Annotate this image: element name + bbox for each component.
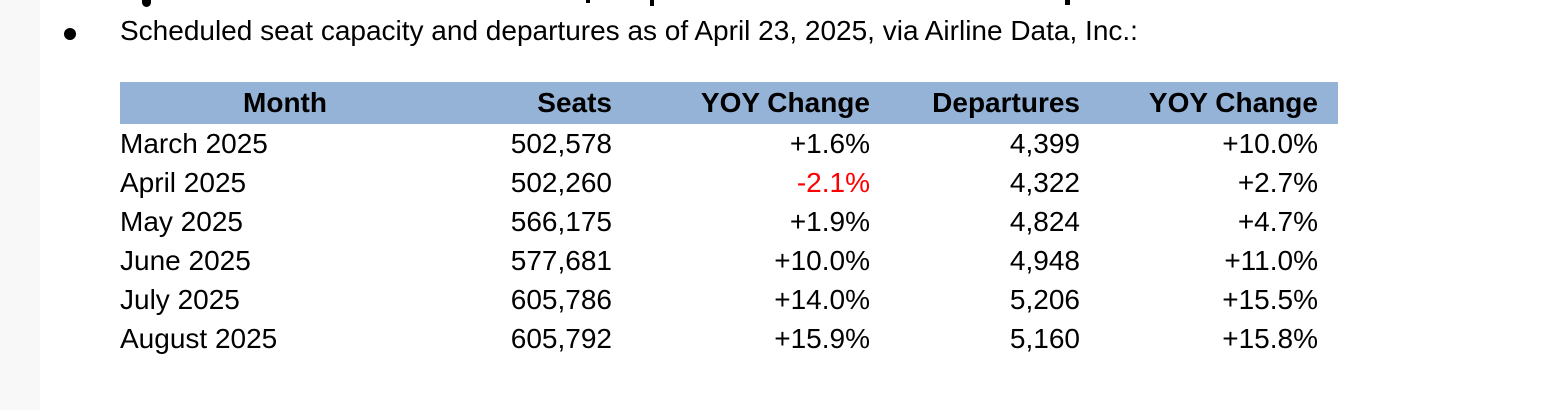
table-row: July 2025 605,786 +14.0% 5,206 +15.5%: [120, 280, 1338, 319]
cell-month: August 2025: [120, 322, 278, 354]
cell-month: April 2025: [120, 166, 247, 198]
cell-seats: 502,578: [510, 127, 612, 159]
clipped-text-fragment: [586, 0, 590, 3]
cell-seats-yoy: +1.9%: [789, 205, 870, 237]
clipped-text-fragment: [650, 0, 654, 6]
cell-seats-yoy: -2.1%: [796, 166, 870, 198]
cell-departures-yoy: +4.7%: [1237, 205, 1318, 237]
cell-departures: 5,160: [1009, 322, 1080, 354]
bullet-icon: [64, 28, 76, 40]
cell-departures-yoy: +2.7%: [1237, 166, 1318, 198]
cell-seats-yoy: +1.6%: [789, 127, 870, 159]
cell-departures: 4,948: [1009, 244, 1080, 276]
column-header-departures-yoy: YOY Change: [1080, 82, 1338, 124]
cell-month: June 2025: [120, 244, 251, 276]
cell-seats-yoy: +10.0%: [774, 244, 870, 276]
table-row: March 2025 502,578 +1.6% 4,399 +10.0%: [120, 124, 1338, 163]
cell-departures-yoy: +15.8%: [1222, 322, 1318, 354]
column-header-month: Month: [120, 82, 450, 124]
column-header-seats-yoy: YOY Change: [612, 82, 870, 124]
column-header-seats: Seats: [450, 82, 612, 124]
column-header-departures: Departures: [870, 82, 1080, 124]
cell-seats: 502,260: [510, 166, 612, 198]
cell-departures: 5,206: [1009, 283, 1080, 315]
table-row: April 2025 502,260 -2.1% 4,322 +2.7%: [120, 163, 1338, 202]
table-row: June 2025 577,681 +10.0% 4,948 +11.0%: [120, 241, 1338, 280]
table-header: Month Seats YOY Change Departures YOY Ch…: [120, 82, 1338, 124]
cell-departures-yoy: +11.0%: [1224, 244, 1318, 276]
cell-seats: 605,792: [510, 322, 612, 354]
cell-departures-yoy: +10.0%: [1222, 127, 1318, 159]
clipped-text-fragment: [1065, 0, 1070, 5]
capacity-table: Month Seats YOY Change Departures YOY Ch…: [120, 82, 1338, 358]
cell-departures: 4,399: [1009, 127, 1080, 159]
cell-month: May 2025: [120, 205, 243, 237]
cell-departures: 4,824: [1009, 205, 1080, 237]
table-header-row: Month Seats YOY Change Departures YOY Ch…: [120, 82, 1338, 124]
cell-seats: 577,681: [510, 244, 612, 276]
clipped-text-fragment: [142, 0, 151, 7]
cell-seats: 605,786: [510, 283, 612, 315]
cell-seats-yoy: +14.0%: [774, 283, 870, 315]
bullet-text: Scheduled seat capacity and departures a…: [120, 15, 1138, 46]
cell-departures: 4,322: [1009, 166, 1080, 198]
cell-departures-yoy: +15.5%: [1222, 283, 1318, 315]
page-margin-strip: [0, 0, 40, 410]
table-row: August 2025 605,792 +15.9% 5,160 +15.8%: [120, 319, 1338, 358]
table-body: March 2025 502,578 +1.6% 4,399 +10.0% April 2…: [120, 124, 1338, 358]
table-row: May 2025 566,175 +1.9% 4,824 +4.7%: [120, 202, 1338, 241]
cell-seats-yoy: +15.9%: [774, 322, 870, 354]
cell-month: March 2025: [120, 127, 268, 159]
cell-seats: 566,175: [510, 205, 612, 237]
cell-month: July 2025: [120, 283, 240, 315]
